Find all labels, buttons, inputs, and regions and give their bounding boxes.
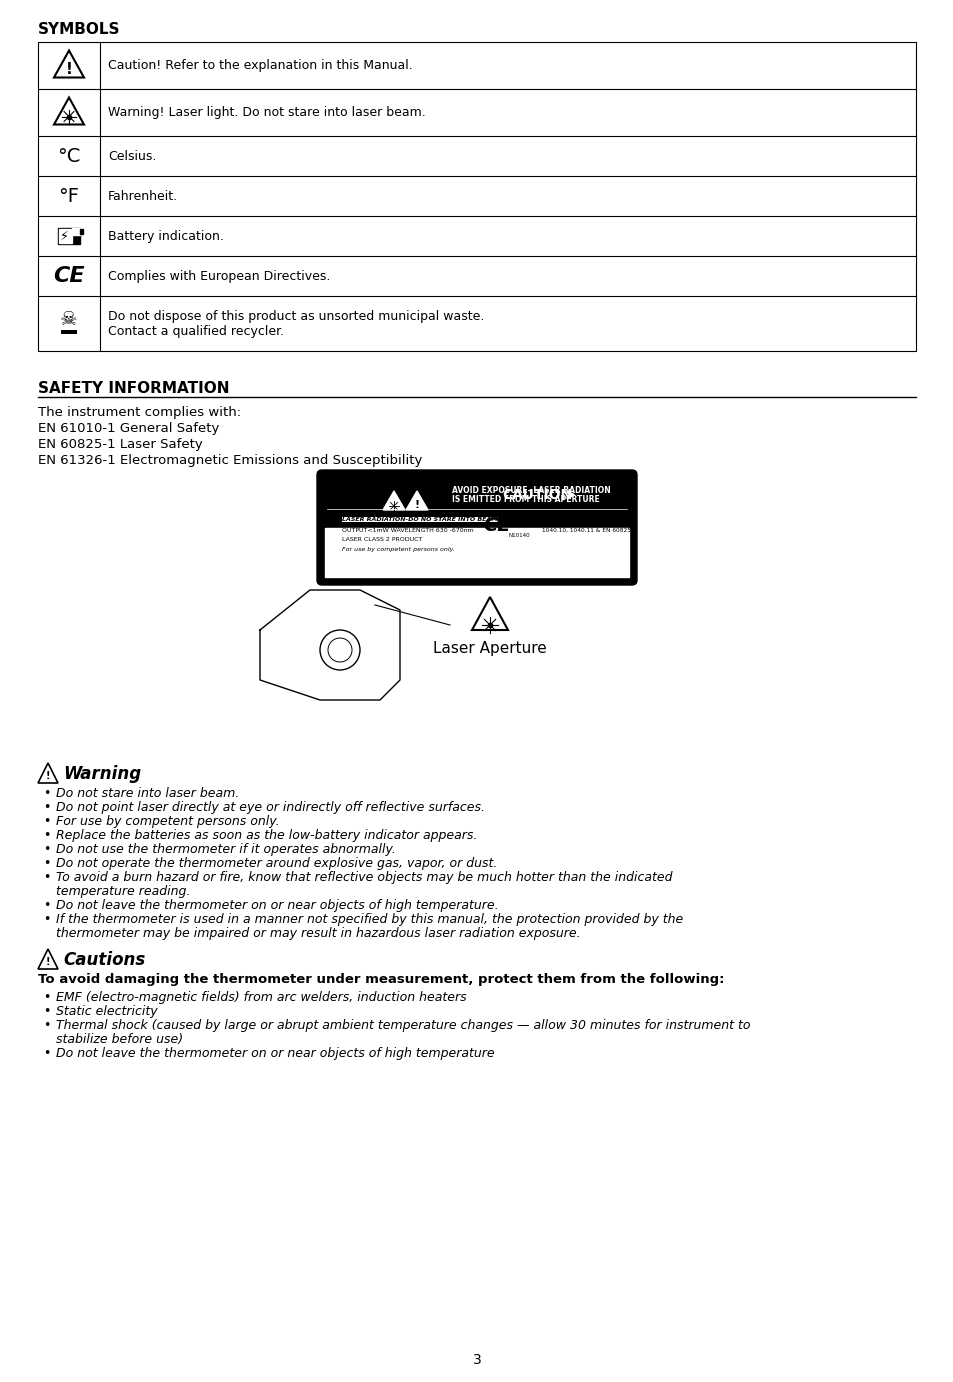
Text: Warning: Warning — [63, 766, 141, 784]
Text: •: • — [43, 829, 51, 842]
Text: Do not leave the thermometer on or near objects of high temperature.: Do not leave the thermometer on or near … — [56, 900, 498, 912]
Text: •: • — [43, 857, 51, 871]
Bar — [59, 229, 71, 243]
Text: ♻: ♻ — [512, 514, 525, 529]
Text: CAUTION: CAUTION — [501, 488, 572, 502]
Text: 1040.10, 1040.11 & EN 60825-1: 1040.10, 1040.11 & EN 60825-1 — [541, 528, 636, 532]
Text: Fahrenheit.: Fahrenheit. — [108, 189, 178, 203]
Text: Do not leave the thermometer on or near objects of high temperature: Do not leave the thermometer on or near … — [56, 1048, 494, 1060]
Text: stabilize before use): stabilize before use) — [56, 1032, 183, 1046]
Text: •: • — [43, 914, 51, 926]
Text: IS EMITTED FROM THIS APERTURE: IS EMITTED FROM THIS APERTURE — [452, 495, 599, 503]
Text: EN 61010-1 General Safety: EN 61010-1 General Safety — [38, 422, 219, 435]
Text: temperature reading.: temperature reading. — [56, 884, 191, 898]
Text: Cautions: Cautions — [63, 951, 145, 969]
Text: Caution! Refer to the explanation in this Manual.: Caution! Refer to the explanation in thi… — [108, 59, 413, 72]
Text: EN 61326-1 Electromagnetic Emissions and Susceptibility: EN 61326-1 Electromagnetic Emissions and… — [38, 455, 422, 467]
Text: •: • — [43, 815, 51, 828]
Text: Thermal shock (caused by large or abrupt ambient temperature changes — allow 30 : Thermal shock (caused by large or abrupt… — [56, 1019, 750, 1032]
Bar — [61, 329, 77, 333]
Text: SAFETY INFORMATION: SAFETY INFORMATION — [38, 381, 230, 397]
Text: CE: CE — [53, 265, 85, 286]
FancyBboxPatch shape — [316, 470, 637, 585]
Text: For use by competent persons only.: For use by competent persons only. — [341, 547, 455, 551]
Text: The instrument complies with:: The instrument complies with: — [38, 406, 241, 419]
Text: •: • — [43, 1048, 51, 1060]
Bar — [58, 228, 80, 245]
Polygon shape — [406, 491, 428, 510]
Text: Laser Aperture: Laser Aperture — [433, 641, 546, 656]
Text: OUTPUT<1mW WAVELENGTH 630 -670nm: OUTPUT<1mW WAVELENGTH 630 -670nm — [341, 528, 474, 533]
Text: !: ! — [46, 956, 51, 967]
Text: ☠: ☠ — [60, 310, 77, 329]
Polygon shape — [382, 491, 405, 510]
Text: Contact a qualified recycler.: Contact a qualified recycler. — [108, 325, 284, 339]
Text: Do not point laser directly at eye or indirectly off reflective surfaces.: Do not point laser directly at eye or in… — [56, 802, 484, 814]
Bar — [38, 41, 915, 351]
Text: Replace the batteries as soon as the low-battery indicator appears.: Replace the batteries as soon as the low… — [56, 829, 476, 842]
Text: Do not stare into laser beam.: Do not stare into laser beam. — [56, 786, 239, 800]
Text: °F: °F — [58, 187, 79, 206]
Text: •: • — [43, 843, 51, 855]
Text: •: • — [43, 871, 51, 884]
Text: •: • — [43, 802, 51, 814]
Text: Do not use the thermometer if it operates abnormally.: Do not use the thermometer if it operate… — [56, 843, 395, 855]
Bar — [71, 228, 80, 235]
Text: Warning! Laser light. Do not stare into laser beam.: Warning! Laser light. Do not stare into … — [108, 106, 425, 119]
Bar — [325, 528, 628, 578]
Text: CE: CE — [482, 515, 510, 535]
Text: Static electricity: Static electricity — [56, 1005, 157, 1019]
Text: !: ! — [414, 500, 419, 510]
Text: Do not dispose of this product as unsorted municipal waste.: Do not dispose of this product as unsort… — [108, 310, 484, 323]
Text: SYMBOLS: SYMBOLS — [38, 22, 120, 37]
Bar — [80, 229, 83, 234]
Text: EMF (electro-magnetic fields) from arc welders, induction heaters: EMF (electro-magnetic fields) from arc w… — [56, 991, 466, 1003]
Text: LASER RADIATION-DO NO STARE INTO BEAM: LASER RADIATION-DO NO STARE INTO BEAM — [341, 517, 497, 522]
Text: !: ! — [66, 62, 72, 77]
Text: 3: 3 — [472, 1353, 481, 1367]
Text: N10140: N10140 — [508, 532, 529, 538]
Text: Battery indication.: Battery indication. — [108, 229, 224, 242]
Text: thermometer may be impaired or may result in hazardous laser radiation exposure.: thermometer may be impaired or may resul… — [56, 927, 580, 940]
Text: Celsius.: Celsius. — [108, 149, 156, 163]
Text: LASER CLASS 2 PRODUCT: LASER CLASS 2 PRODUCT — [341, 538, 422, 542]
Text: Complies with European Directives.: Complies with European Directives. — [108, 269, 330, 282]
Text: Do not operate the thermometer around explosive gas, vapor, or dust.: Do not operate the thermometer around ex… — [56, 857, 497, 871]
Text: EN 60825-1 Laser Safety: EN 60825-1 Laser Safety — [38, 438, 203, 451]
Text: To avoid a burn hazard or fire, know that reflective objects may be much hotter : To avoid a burn hazard or fire, know tha… — [56, 871, 672, 884]
Text: COMPLIES WITH FDA 21CFR: COMPLIES WITH FDA 21CFR — [541, 517, 623, 522]
Text: •: • — [43, 991, 51, 1003]
Text: !: ! — [46, 771, 51, 781]
Text: To avoid damaging the thermometer under measurement, protect them from the follo: To avoid damaging the thermometer under … — [38, 973, 723, 985]
Text: •: • — [43, 900, 51, 912]
Text: °C: °C — [57, 146, 81, 166]
Text: ⚡: ⚡ — [59, 229, 69, 242]
Text: •: • — [43, 786, 51, 800]
Text: •: • — [43, 1005, 51, 1019]
Text: If the thermometer is used in a manner not specified by this manual, the protect: If the thermometer is used in a manner n… — [56, 914, 682, 926]
Text: •: • — [43, 1019, 51, 1032]
Text: AVOID EXPOSURE- LASER RADIATION: AVOID EXPOSURE- LASER RADIATION — [452, 485, 610, 495]
Text: For use by competent persons only.: For use by competent persons only. — [56, 815, 279, 828]
